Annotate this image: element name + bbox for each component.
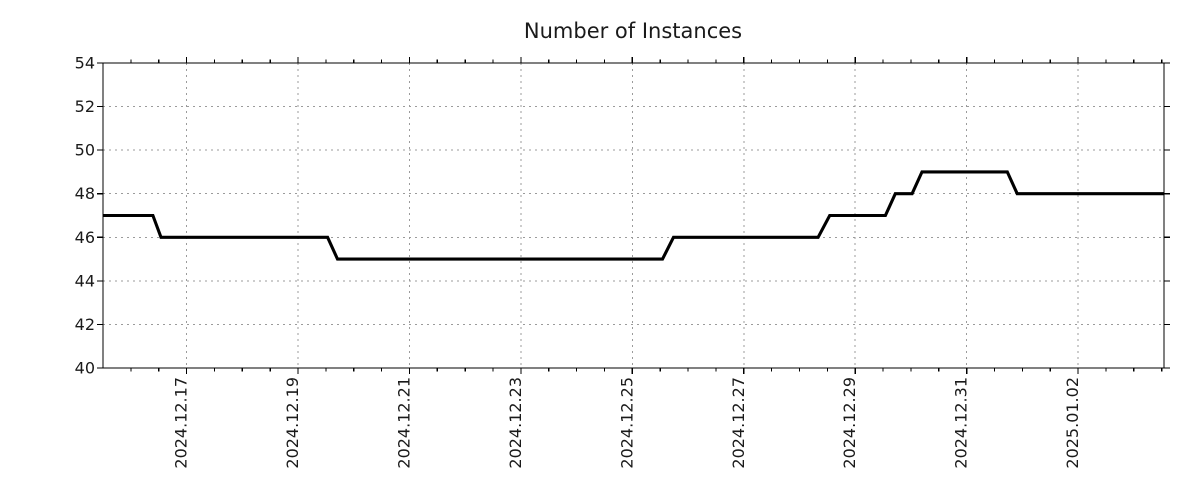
x-tick-label: 2024.12.31 [952, 377, 971, 469]
chart-title: Number of Instances [524, 19, 742, 43]
y-tick-label: 54 [75, 54, 95, 73]
x-tick-label: 2024.12.29 [840, 377, 859, 469]
x-tick-label: 2025.01.02 [1063, 377, 1082, 469]
x-tick-label: 2024.12.23 [506, 377, 525, 469]
x-tick-label: 2024.12.17 [172, 377, 191, 469]
x-tick-label: 2024.12.25 [617, 377, 636, 469]
y-tick-label: 40 [75, 359, 95, 378]
x-tick-label: 2024.12.27 [729, 377, 748, 469]
y-tick-label: 48 [75, 184, 95, 203]
y-tick-label: 52 [75, 97, 95, 116]
gridlines [103, 63, 1164, 368]
y-tick-label: 44 [75, 271, 95, 290]
axis-ticks [97, 57, 1170, 374]
y-tick-label: 46 [75, 228, 95, 247]
series-line [103, 170, 1164, 261]
y-tick-label: 42 [75, 315, 95, 334]
plot-border [102, 62, 1165, 369]
plot-area: 40 42 44 46 48 50 52 54 2024.12.17 2024.12.19 2024… [75, 54, 1170, 469]
x-tick-label: 2024.12.19 [283, 377, 302, 469]
y-tick-label: 50 [75, 141, 95, 160]
x-tick-label: 2024.12.21 [394, 377, 413, 469]
tick-labels: 40 42 44 46 48 50 52 54 2024.12.17 2024.12.19 2024… [75, 54, 1082, 469]
